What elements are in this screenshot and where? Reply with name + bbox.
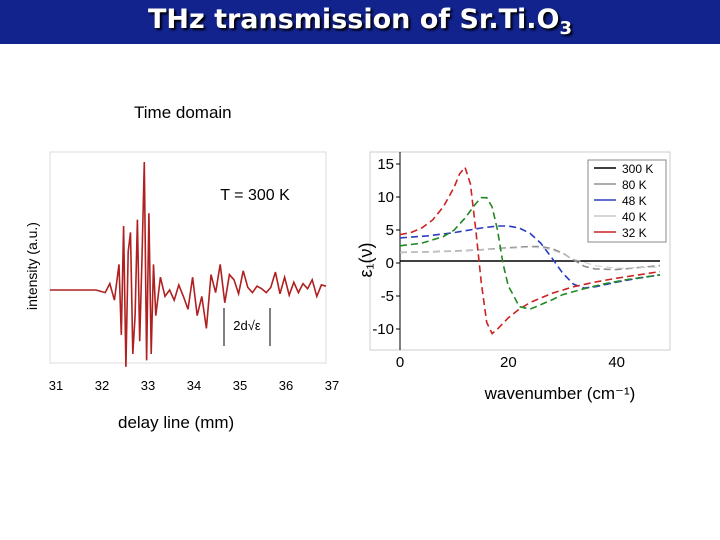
y-tick-label-0: 0 bbox=[386, 255, 394, 272]
series-line-80k bbox=[399, 245, 661, 271]
x-tick-label-33: 33 bbox=[141, 378, 155, 393]
x-tick-label-20: 20 bbox=[500, 354, 517, 371]
title-text: THz transmission of Sr.Ti.O bbox=[147, 4, 560, 35]
x-tick-label-34: 34 bbox=[187, 378, 201, 393]
x-tick-label-0: 0 bbox=[396, 354, 404, 371]
legend-label: 300 K bbox=[622, 162, 653, 176]
x-tick-label-32: 32 bbox=[95, 378, 109, 393]
legend-label: 32 K bbox=[622, 226, 647, 240]
x-tick-label-37: 37 bbox=[325, 378, 339, 393]
time-plot-frame bbox=[49, 151, 327, 364]
title-bar bbox=[0, 0, 720, 44]
right-chart-ylabel: ε₁(ν) bbox=[356, 242, 376, 277]
y-tick-label--5: -5 bbox=[381, 288, 394, 305]
y-tick-label-15: 15 bbox=[377, 156, 394, 173]
series-line-extra bbox=[399, 196, 661, 311]
legend-label: 48 K bbox=[622, 194, 647, 208]
title-subscript: 3 bbox=[559, 18, 573, 39]
time-domain-trace bbox=[50, 161, 327, 367]
y-tick-label-10: 10 bbox=[377, 189, 394, 206]
left-chart-title: Time domain bbox=[134, 103, 232, 122]
slide-title: THz transmission of Sr.Ti.O3 bbox=[0, 4, 720, 39]
legend-box bbox=[587, 159, 667, 243]
left-chart-xlabel: delay line (mm) bbox=[118, 413, 235, 432]
temperature-annotation: T = 300 K bbox=[220, 187, 290, 204]
series-line-48k bbox=[399, 225, 661, 289]
x-tick-label-40: 40 bbox=[608, 354, 625, 371]
legend-label: 80 K bbox=[622, 178, 647, 192]
legend-label: 40 K bbox=[622, 210, 647, 224]
x-tick-label-31: 31 bbox=[49, 378, 63, 393]
y-tick-label-5: 5 bbox=[386, 222, 394, 239]
y-tick-label--10: -10 bbox=[372, 321, 394, 338]
x-tick-label-35: 35 bbox=[233, 378, 247, 393]
formula-label: 2d√ε bbox=[233, 318, 261, 333]
series-line-40k bbox=[399, 246, 661, 269]
right-chart-xlabel: wavenumber (cm⁻¹) bbox=[484, 384, 636, 403]
series-line-32k bbox=[399, 165, 661, 335]
x-tick-label-36: 36 bbox=[279, 378, 293, 393]
